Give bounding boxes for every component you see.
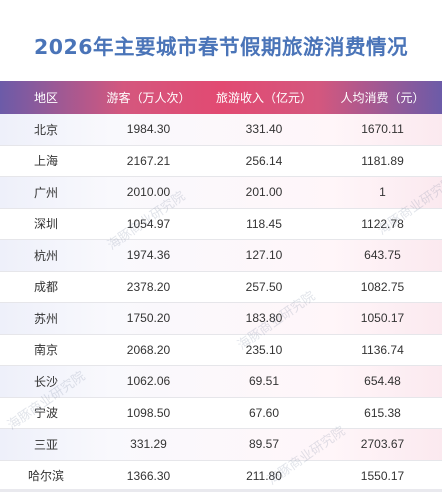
bottom-divider bbox=[0, 489, 442, 492]
table-row: 上海 2167.21 256.14 1181.89 bbox=[0, 146, 442, 177]
cell-visitors: 2068.20 bbox=[126, 342, 171, 357]
cell-per-capita: 1670.11 bbox=[361, 122, 404, 137]
table-row: 哈尔滨 1366.30 211.80 1550.17 bbox=[0, 461, 442, 492]
cell-per-capita: 1181.89 bbox=[361, 153, 404, 168]
header-per-capita: 人均消费（元） bbox=[340, 91, 425, 105]
cell-visitors: 1984.30 bbox=[126, 122, 171, 137]
cell-region: 北京 bbox=[33, 122, 58, 137]
table-row: 三亚 331.29 89.57 2703.67 bbox=[0, 429, 442, 461]
table-row: 南京 2068.20 235.10 1136.74 bbox=[0, 335, 442, 366]
cell-per-capita: 1050.17 bbox=[360, 311, 405, 326]
cell-per-capita: 615.38 bbox=[364, 405, 401, 420]
table-header: 地区 游客（万人次） 旅游收入（亿元） 人均消费（元） bbox=[0, 81, 442, 114]
cell-region: 三亚 bbox=[33, 437, 58, 452]
cell-region: 深圳 bbox=[33, 217, 58, 232]
cell-revenue: 235.10 bbox=[245, 342, 283, 357]
cell-revenue: 67.60 bbox=[248, 405, 280, 420]
cell-region: 苏州 bbox=[33, 311, 58, 326]
cell-visitors: 2010.00 bbox=[126, 185, 171, 200]
table-row: 杭州 1974.36 127.10 643.75 bbox=[0, 240, 442, 272]
cell-revenue: 118.45 bbox=[246, 216, 282, 231]
table-row: 广州 2010.00 201.00 1 bbox=[0, 177, 442, 209]
cell-visitors: 2378.20 bbox=[126, 279, 171, 294]
table-row: 成都 2378.20 257.50 1082.75 bbox=[0, 272, 442, 303]
cell-visitors: 1974.36 bbox=[126, 248, 171, 263]
cell-revenue: 183.80 bbox=[245, 311, 283, 326]
table-row: 宁波 1098.50 67.60 615.38 bbox=[0, 398, 442, 429]
cell-revenue: 211.80 bbox=[246, 468, 282, 483]
cell-revenue: 201.00 bbox=[245, 185, 283, 200]
cell-region: 长沙 bbox=[33, 374, 58, 389]
cell-revenue: 257.50 bbox=[245, 279, 283, 294]
cell-visitors: 2167.21 bbox=[126, 153, 171, 168]
cell-region: 成都 bbox=[33, 280, 58, 295]
cell-region: 南京 bbox=[33, 343, 58, 358]
cell-per-capita: 1550.17 bbox=[360, 468, 405, 483]
header-region: 地区 bbox=[33, 91, 58, 105]
cell-visitors: 1750.20 bbox=[126, 311, 171, 326]
cell-region: 杭州 bbox=[33, 248, 58, 263]
cell-per-capita: 2703.67 bbox=[360, 437, 405, 452]
cell-per-capita: 643.75 bbox=[364, 248, 401, 263]
cell-revenue: 127.10 bbox=[245, 248, 283, 263]
cell-region: 上海 bbox=[33, 154, 58, 169]
header-visitors: 游客（万人次） bbox=[106, 91, 191, 105]
cell-per-capita: 1 bbox=[379, 185, 386, 200]
cell-revenue: 256.14 bbox=[245, 153, 283, 168]
cell-per-capita: 654.48 bbox=[364, 374, 401, 389]
cell-revenue: 69.51 bbox=[248, 374, 280, 389]
table-row: 长沙 1062.06 69.51 654.48 bbox=[0, 366, 442, 398]
cell-revenue: 89.57 bbox=[248, 437, 280, 452]
cell-per-capita: 1122.78 bbox=[361, 216, 404, 231]
cell-region: 广州 bbox=[33, 185, 58, 200]
header-revenue: 旅游收入（亿元） bbox=[215, 91, 312, 105]
cell-visitors: 1098.50 bbox=[126, 405, 171, 420]
cell-visitors: 1054.97 bbox=[126, 216, 171, 231]
cell-region: 哈尔滨 bbox=[27, 469, 64, 484]
page-title: 2026年主要城市春节假期旅游消费情况 bbox=[33, 35, 409, 59]
cell-region: 宁波 bbox=[33, 406, 58, 421]
table-row: 深圳 1054.97 118.45 1122.78 bbox=[0, 209, 442, 240]
table-row: 苏州 1750.20 183.80 1050.17 bbox=[0, 303, 442, 335]
cell-visitors: 1366.30 bbox=[126, 468, 171, 483]
cell-per-capita: 1082.75 bbox=[360, 279, 405, 294]
table-body: 北京 1984.30 331.40 1670.11 上海 2167.21 256… bbox=[0, 114, 442, 492]
table-row: 北京 1984.30 331.40 1670.11 bbox=[0, 114, 442, 146]
cell-per-capita: 1136.74 bbox=[361, 342, 404, 357]
cell-visitors: 331.29 bbox=[130, 437, 167, 452]
cell-visitors: 1062.06 bbox=[126, 374, 171, 389]
cell-revenue: 331.40 bbox=[245, 122, 283, 137]
